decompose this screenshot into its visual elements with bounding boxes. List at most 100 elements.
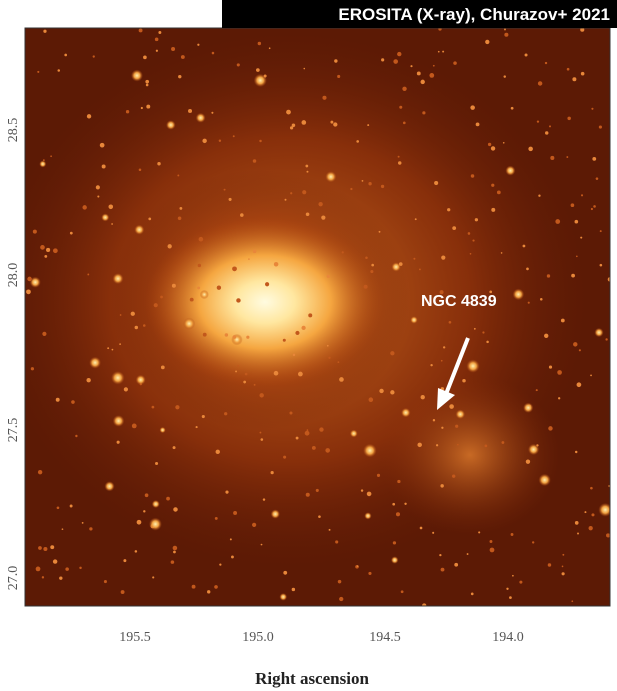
star	[470, 253, 472, 255]
star	[509, 596, 512, 599]
star	[143, 56, 147, 60]
star	[367, 492, 372, 497]
star	[157, 162, 160, 165]
star	[141, 107, 143, 109]
star	[112, 273, 123, 284]
star	[307, 429, 309, 431]
star	[403, 122, 406, 125]
star	[225, 491, 228, 494]
star	[263, 498, 265, 500]
star	[368, 182, 371, 185]
star	[575, 521, 579, 525]
star	[441, 427, 443, 429]
star	[75, 435, 77, 437]
star	[97, 195, 99, 197]
star	[199, 237, 204, 242]
star	[557, 370, 562, 375]
star	[330, 121, 333, 124]
star	[271, 509, 280, 518]
star	[264, 75, 267, 78]
star	[108, 205, 113, 210]
figure: EROSITA (X-ray), Churazov+ 2021 NGC 4839…	[0, 0, 617, 691]
star	[33, 230, 37, 234]
star	[197, 286, 200, 289]
star	[593, 205, 596, 208]
star	[173, 551, 176, 554]
star	[584, 511, 586, 513]
star	[265, 282, 269, 286]
star	[124, 387, 128, 391]
star	[245, 373, 248, 376]
star	[599, 125, 602, 128]
star	[491, 146, 495, 150]
star	[462, 379, 465, 382]
star	[296, 437, 299, 440]
star	[334, 59, 337, 62]
star	[137, 520, 142, 525]
star	[398, 156, 400, 158]
star	[215, 517, 218, 520]
star	[293, 354, 295, 356]
y-tick-label: 27.0	[6, 566, 21, 591]
star	[589, 526, 593, 530]
star	[190, 298, 194, 302]
star	[86, 378, 90, 382]
star	[592, 157, 596, 161]
star	[396, 512, 400, 516]
star	[38, 546, 42, 550]
star	[42, 576, 44, 578]
page: EROSITA (X-ray), Churazov+ 2021 NGC 4839…	[0, 0, 617, 691]
star	[421, 80, 425, 84]
star	[361, 489, 363, 491]
star	[548, 563, 551, 566]
star	[337, 75, 340, 78]
star	[572, 77, 576, 81]
star	[312, 446, 316, 450]
star	[526, 459, 530, 463]
star	[214, 585, 218, 589]
star	[429, 73, 434, 78]
star	[379, 231, 381, 233]
star	[571, 600, 573, 602]
star	[393, 541, 396, 544]
star	[233, 135, 235, 137]
star	[50, 545, 54, 549]
star	[93, 55, 95, 57]
star	[237, 63, 240, 66]
star	[505, 166, 515, 176]
star	[79, 567, 81, 569]
star	[577, 533, 579, 535]
star	[596, 177, 599, 180]
star	[44, 255, 47, 258]
star	[58, 69, 61, 72]
star	[224, 189, 226, 191]
star	[155, 462, 158, 465]
star	[104, 580, 107, 583]
star	[526, 267, 529, 270]
star	[104, 481, 114, 491]
star	[231, 334, 242, 345]
star	[549, 125, 551, 127]
star	[544, 334, 548, 338]
star	[472, 239, 474, 241]
xray-image	[0, 27, 612, 607]
star	[171, 47, 175, 51]
star	[503, 142, 505, 144]
star	[40, 245, 45, 250]
star	[555, 219, 560, 224]
star	[415, 218, 417, 220]
star	[580, 237, 582, 239]
star	[325, 448, 330, 453]
star	[327, 345, 329, 347]
star	[261, 544, 263, 546]
star	[422, 111, 425, 114]
star	[452, 226, 456, 230]
star	[123, 559, 126, 562]
star	[482, 331, 484, 333]
star	[89, 357, 101, 369]
star	[145, 80, 149, 84]
star	[274, 262, 279, 267]
star	[70, 505, 73, 508]
star	[82, 522, 84, 524]
star	[197, 44, 199, 46]
